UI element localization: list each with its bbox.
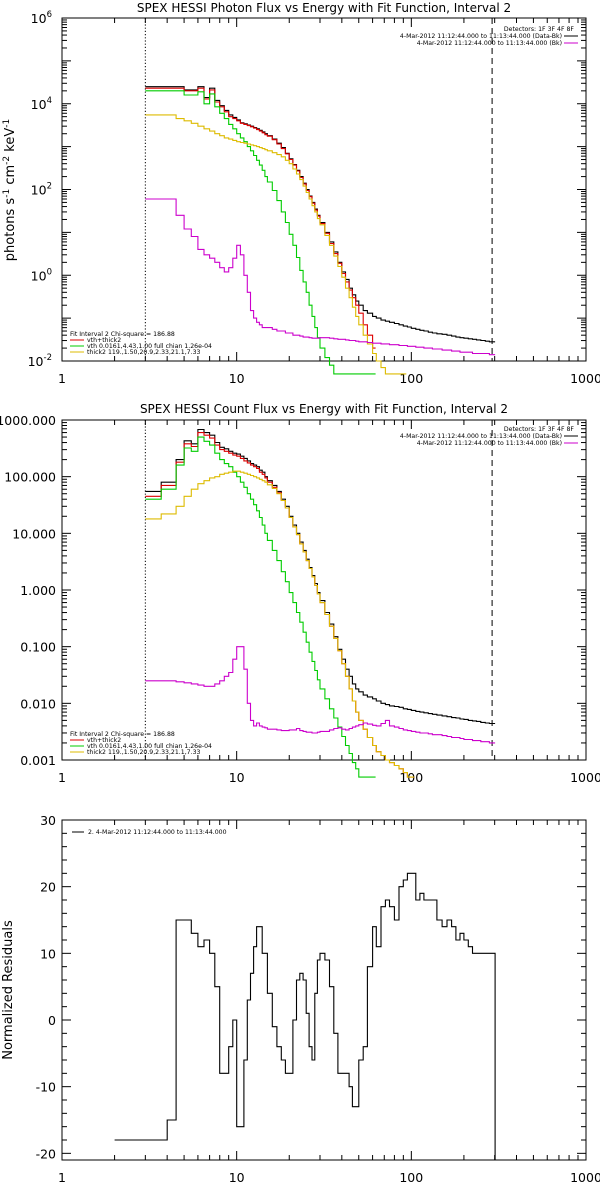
count-y-tick-label: 10.000	[12, 526, 56, 541]
count-axis-ticks	[61, 420, 586, 761]
photon-y-tick-label: 100	[31, 267, 52, 283]
residuals-x-tick-label: 100	[399, 1170, 423, 1185]
photon-y-tick-labels: 106 104 102 100 10-2	[28, 10, 52, 369]
photon-x-tick-label: 100	[399, 371, 423, 386]
photon-legend-vth-thick2: vth+thick2	[87, 337, 121, 344]
residuals-series-2-4-mar-2012-11-12-44-000-to-11-13-44-000	[114, 872, 496, 1160]
photon-legend-bk: 4-Mar-2012 11:12:44.000 to 11:13:44.000 …	[417, 40, 562, 47]
count-y-tick-label: 1.000	[20, 583, 56, 598]
count-y-tick-label: 0.010	[20, 696, 56, 711]
count-legend-bottom: Fit Interval 2 Chi-square = 186.88 vth+t…	[70, 731, 212, 756]
count-y-tick-label: 0.001	[20, 753, 56, 768]
photon-series-lines	[145, 86, 496, 375]
residuals-y-tick-label: 20	[40, 880, 56, 895]
photon-legend-thick2: thick2 119.,1.50,20.9,2.33,21.1,7.33	[87, 349, 201, 356]
residuals-legend-label: 2. 4-Mar-2012 11:12:44.000 to 11:13:44.0…	[88, 829, 227, 836]
count-series-vth	[145, 436, 376, 778]
residuals-y-tick-labels: 30 20 10 0 -10 -20	[36, 813, 56, 1161]
photon-y-tick-label: 104	[31, 96, 52, 112]
count-flux-panel: SPEX HESSI Count Flux vs Energy with Fit…	[0, 402, 600, 785]
residuals-x-tick-label: 1000	[570, 1170, 600, 1185]
photon-y-tick-label: 10-2	[28, 353, 52, 369]
residuals-axis-ticks	[61, 819, 586, 1160]
photon-legend-fit-interval: Fit Interval 2 Chi-square = 186.88	[70, 331, 175, 338]
photon-x-tick-labels: 1 10 100 1000	[58, 371, 600, 386]
count-series-thick2	[145, 470, 415, 778]
count-y-tick-label: 0.100	[20, 640, 56, 655]
count-series-bk	[145, 646, 496, 744]
count-y-tick-label: 1000.000	[0, 413, 56, 428]
photon-legend-top: Detectors: 1F 3F 4F 8F 4-Mar-2012 11:12:…	[400, 26, 578, 47]
photon-legend-bottom: Fit Interval 2 Chi-square = 186.88 vth+t…	[70, 331, 212, 356]
photon-y-axis-label: photons s-1 cm-2 keV-1	[2, 119, 18, 261]
photon-series-thick2	[145, 114, 407, 375]
photon-axis-ticks	[61, 18, 586, 362]
count-legend-thick2: thick2 119.,1.50,20.9,2.33,21.1,7.33	[87, 749, 201, 756]
count-legend-vth-thick2: vth+thick2	[87, 737, 121, 744]
count-series-lines	[145, 428, 496, 778]
residuals-series-lines	[114, 872, 496, 1160]
photon-flux-panel: SPEX HESSI Photon Flux vs Energy with Fi…	[2, 1, 600, 386]
photon-series-bk	[145, 198, 496, 356]
count-x-tick-label: 1000	[570, 770, 600, 785]
count-legend-bk: 4-Mar-2012 11:12:44.000 to 11:13:44.000 …	[417, 440, 562, 447]
residuals-y-tick-label: 30	[40, 813, 56, 828]
photon-energy-range-markers	[144, 18, 493, 361]
photon-legend-data-bk: 4-Mar-2012 11:12:44.000 to 11:13:44.000 …	[400, 33, 562, 40]
count-y-tick-label: 100.000	[4, 470, 56, 485]
residuals-y-axis-label: Normalized Residuals	[1, 920, 16, 1060]
count-y-tick-labels: 1000.000 100.000 10.000 1.000 0.100 0.01…	[0, 413, 56, 768]
count-series-data-bk	[145, 428, 496, 725]
residuals-y-tick-label: -10	[36, 1080, 56, 1095]
photon-series-vth	[145, 90, 376, 375]
residuals-y-tick-label: 10	[40, 946, 56, 961]
residuals-x-tick-label: 1	[58, 1170, 66, 1185]
count-x-tick-label: 1	[58, 770, 66, 785]
photon-legend-detectors: Detectors: 1F 3F 4F 8F	[504, 26, 575, 33]
photon-x-tick-label: 1	[58, 371, 66, 386]
count-legend-data-bk: 4-Mar-2012 11:12:44.000 to 11:13:44.000 …	[400, 433, 562, 440]
residuals-panel: 1 10 100 1000 30 20 10 0 -10 -20 Normali…	[1, 813, 600, 1185]
photon-panel-title: SPEX HESSI Photon Flux vs Energy with Fi…	[137, 1, 511, 15]
residuals-x-tick-label: 10	[229, 1170, 245, 1185]
count-panel-title: SPEX HESSI Count Flux vs Energy with Fit…	[140, 402, 508, 416]
count-x-tick-labels: 1 10 100 1000	[58, 770, 600, 785]
residuals-plot-frame	[61, 819, 587, 1161]
count-legend-detectors: Detectors: 1F 3F 4F 8F	[504, 426, 575, 433]
photon-y-tick-label: 106	[31, 10, 52, 26]
photon-legend-vth: vth 0.0161,4.43,1.00 full chian 1.26e-04	[87, 343, 212, 350]
count-legend-top: Detectors: 1F 3F 4F 8F 4-Mar-2012 11:12:…	[400, 426, 578, 447]
count-energy-range-markers	[144, 420, 493, 760]
residuals-y-tick-label: -20	[36, 1146, 56, 1161]
count-legend-vth: vth 0.0161,4.43,1.00 full chian 1.26e-04	[87, 743, 212, 750]
count-legend-fit-interval: Fit Interval 2 Chi-square = 186.88	[70, 731, 175, 738]
photon-x-tick-label: 10	[229, 371, 245, 386]
count-x-tick-label: 10	[229, 770, 245, 785]
photon-x-tick-label: 1000	[570, 371, 600, 386]
residuals-y-tick-label: 0	[48, 1013, 56, 1028]
residuals-x-tick-labels: 1 10 100 1000	[58, 1170, 600, 1185]
residuals-legend: 2. 4-Mar-2012 11:12:44.000 to 11:13:44.0…	[72, 829, 227, 836]
photon-y-tick-label: 102	[31, 182, 52, 198]
